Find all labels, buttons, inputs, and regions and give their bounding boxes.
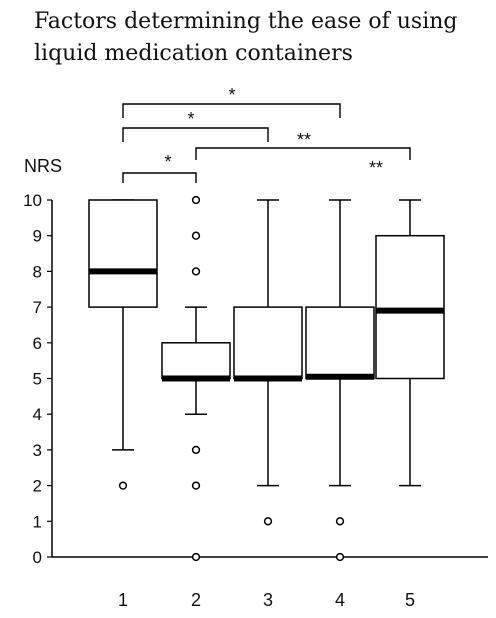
significance-bracket (122, 127, 269, 142)
significance-label: * (164, 152, 171, 172)
y-tick-label: 5 (33, 370, 42, 389)
chart-title: Factors determining the ease of using li… (34, 6, 484, 70)
outlier-point (335, 552, 345, 562)
box-iqr (161, 342, 231, 380)
chart-title-line-2: liquid medication containers (34, 41, 353, 66)
x-tick-label: 1 (118, 590, 128, 610)
y-tick-label: 1 (33, 512, 42, 531)
y-tick-label: 9 (33, 227, 42, 246)
box-iqr (305, 306, 375, 380)
y-tick-label: 3 (33, 441, 42, 460)
significance-bracket (122, 172, 197, 183)
y-tick-label: 2 (33, 477, 42, 496)
box-iqr (88, 199, 158, 308)
outlier-point (263, 517, 273, 526)
outlier-point (335, 517, 345, 526)
y-tick-label: 6 (33, 334, 42, 353)
outlier-point (191, 552, 201, 562)
x-tick-label: 4 (335, 590, 345, 610)
significance-label: ** (297, 130, 311, 150)
outlier-point (191, 231, 201, 240)
outlier-point (191, 481, 201, 490)
significance-bracket (122, 103, 341, 118)
box-iqr (375, 234, 445, 380)
outlier-point (191, 267, 201, 276)
outlier-point (191, 445, 201, 455)
significance-label: * (187, 109, 194, 129)
significance-label: * (228, 85, 235, 105)
significance-label: ** (369, 158, 383, 178)
x-tick-label: 2 (191, 590, 201, 610)
x-tick-label: 3 (263, 590, 273, 610)
y-tick-label: 4 (33, 405, 42, 424)
outlier-point (191, 195, 201, 205)
box-iqr (233, 306, 303, 380)
y-tick-label: 7 (33, 298, 42, 317)
y-tick-label: 10 (23, 191, 42, 210)
outlier-point (118, 481, 128, 490)
significance-bracket (195, 147, 411, 160)
chart-title-line-1: Factors determining the ease of using (34, 9, 458, 34)
y-tick-label: 8 (33, 262, 42, 281)
y-tick-label: 0 (33, 548, 42, 567)
y-axis-label: NRS (24, 156, 62, 176)
x-tick-label: 5 (405, 590, 415, 610)
